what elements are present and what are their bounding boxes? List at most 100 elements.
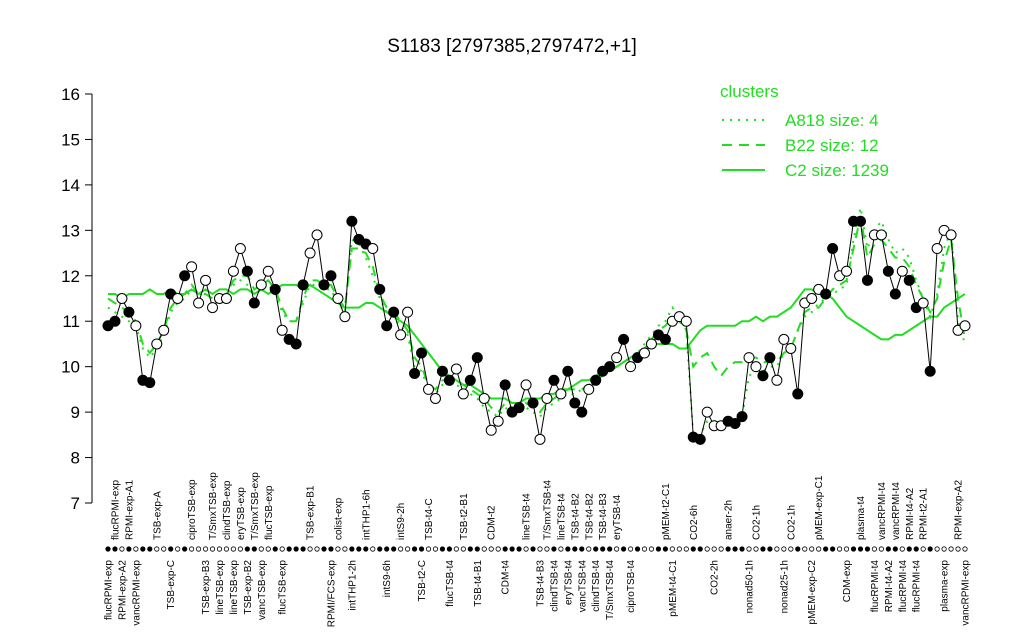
data-point xyxy=(151,338,163,350)
sample-dot xyxy=(864,546,871,552)
data-point xyxy=(318,279,330,291)
sample-dot xyxy=(662,546,668,552)
data-point xyxy=(520,379,532,391)
x-tick-label: clindTSB-t4 xyxy=(591,560,602,612)
sample-dot xyxy=(927,546,933,552)
data-point xyxy=(304,247,316,259)
data-point xyxy=(255,279,267,291)
data-point xyxy=(757,370,769,382)
x-tick-label: TSB-exp-A xyxy=(152,491,163,540)
data-point xyxy=(241,265,253,277)
sample-dot xyxy=(537,546,543,552)
cluster-line xyxy=(107,216,966,414)
data-point xyxy=(527,397,539,409)
x-tick-label: CO2-2h xyxy=(710,560,721,595)
sample-dot xyxy=(572,546,578,552)
data-point xyxy=(638,347,650,359)
sample-dot xyxy=(460,546,466,552)
x-tick-label: intS9-2h xyxy=(396,503,407,540)
data-point xyxy=(841,265,853,277)
x-tick-label: CDM-t2 xyxy=(487,505,498,540)
legend-label: A818 size: 4 xyxy=(785,111,879,130)
sample-dot xyxy=(620,546,627,552)
sample-dot xyxy=(244,546,250,552)
sample-dot xyxy=(300,546,306,552)
x-tick-label: lineTSB-exp xyxy=(215,560,226,615)
sample-dot xyxy=(614,546,620,552)
x-tick-label: TSB-t2-C xyxy=(417,560,428,602)
sample-dot xyxy=(802,546,808,552)
x-tick-label: T/SmxTSB-t4 xyxy=(542,480,553,540)
sample-dot xyxy=(767,546,773,552)
x-tick-label: vancTSB-t4 xyxy=(577,560,588,613)
sample-dot xyxy=(112,546,118,552)
data-point xyxy=(882,265,894,277)
x-tick-label: flucRPMI-t4 xyxy=(912,560,923,613)
data-point xyxy=(248,297,260,309)
sample-dot xyxy=(251,546,257,552)
data-point xyxy=(806,293,818,304)
sample-dot xyxy=(237,546,243,552)
sample-dot xyxy=(446,546,453,552)
data-point xyxy=(130,320,142,332)
x-tick-label: ciproTSB-t4 xyxy=(626,560,637,613)
sample-dot xyxy=(788,546,794,552)
x-tick-label: pMEM-t4-C1 xyxy=(668,560,679,617)
sample-dot xyxy=(495,546,501,552)
x-tick-label: lineTSB-exp xyxy=(229,560,240,615)
legend-title: clusters xyxy=(720,82,779,101)
y-tick-label: 16 xyxy=(61,85,80,104)
sample-dot xyxy=(168,546,174,552)
sample-dot xyxy=(370,546,376,552)
sample-dot xyxy=(530,546,536,552)
cluster-line xyxy=(107,207,966,436)
x-tick-label: vancRPMI-t4 xyxy=(891,482,902,540)
sample-dot xyxy=(878,546,884,552)
sample-dot xyxy=(321,546,327,552)
sample-dot xyxy=(558,546,564,552)
sample-dot xyxy=(349,546,355,552)
data-point xyxy=(381,320,393,332)
x-tick-label: CO2-1h xyxy=(751,505,762,540)
data-point xyxy=(193,297,205,309)
sample-dot xyxy=(223,546,230,552)
sample-dot xyxy=(718,546,724,552)
sample-dot xyxy=(781,546,787,552)
x-tick-label: ciproTSB-exp xyxy=(187,479,198,540)
sample-dot xyxy=(941,546,947,552)
sample-dot xyxy=(843,546,850,552)
sample-dot xyxy=(962,546,968,552)
data-point xyxy=(158,324,170,336)
x-tick-label: eryTSB-exp xyxy=(236,487,247,540)
sample-dot xyxy=(565,546,571,552)
sample-dot xyxy=(913,546,919,552)
sample-dot xyxy=(899,546,905,552)
data-point xyxy=(429,392,441,404)
sample-dot xyxy=(398,546,404,552)
data-point xyxy=(931,243,943,255)
sample-dot xyxy=(328,546,334,552)
data-point xyxy=(450,363,462,375)
data-point xyxy=(827,243,839,255)
x-tick-label: TSB-t4-B2 xyxy=(584,493,595,540)
y-tick-label: 12 xyxy=(61,267,80,286)
sample-dot xyxy=(885,546,891,552)
x-tick-label: RPMI-t4-A2 xyxy=(884,560,895,613)
data-point xyxy=(785,342,797,354)
data-point xyxy=(611,352,623,364)
data-point xyxy=(569,397,581,409)
data-point xyxy=(227,265,239,277)
data-point xyxy=(478,392,490,404)
x-tick-label: flucTSB-t4 xyxy=(445,560,456,607)
data-point xyxy=(896,265,908,277)
y-tick-label: 11 xyxy=(62,312,80,331)
data-point xyxy=(332,293,344,304)
sample-dot xyxy=(627,546,634,552)
sample-dot xyxy=(850,546,857,552)
sample-dot xyxy=(467,546,473,552)
x-tick-label: pMEM-exp-C2 xyxy=(807,560,818,625)
sample-dot xyxy=(265,546,271,552)
sample-dot xyxy=(439,546,446,552)
sample-dot xyxy=(363,546,369,552)
sample-dot xyxy=(314,546,320,552)
